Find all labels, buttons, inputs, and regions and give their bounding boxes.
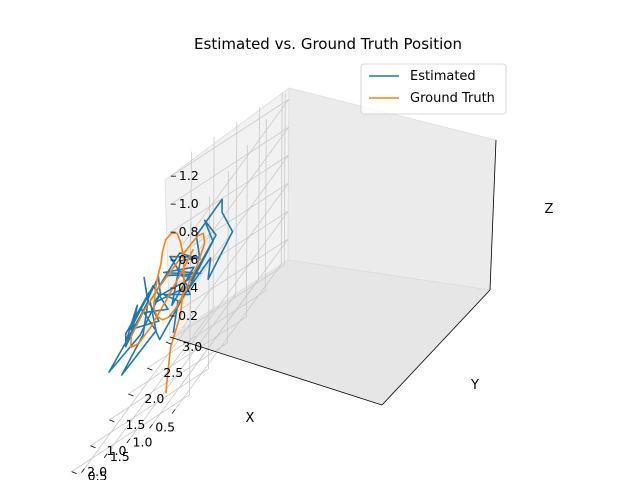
y-tick-label: 3.0 <box>182 339 202 354</box>
x-axis-title: X <box>246 411 255 426</box>
back-pane <box>287 87 497 291</box>
y-tick-label: 0.5 <box>88 469 108 480</box>
y-gridline <box>165 93 286 343</box>
z-gridline <box>170 98 290 245</box>
y-tick-label: 2.5 <box>163 365 183 380</box>
x-axis-line <box>169 336 383 406</box>
x-tick-label: 2.5 <box>64 479 84 480</box>
x-tick-mark <box>103 453 108 459</box>
legend: Estimated Ground Truth <box>360 63 507 115</box>
y-tick-mark <box>109 419 115 423</box>
y-tick-mark <box>71 471 77 475</box>
z-gridline <box>169 238 289 385</box>
legend-label-estimated: Estimated <box>410 69 476 84</box>
x-tick-label: 0.5 <box>155 419 175 434</box>
legend-label-ground-truth: Ground Truth <box>410 91 495 106</box>
x-gridline <box>129 122 238 440</box>
y-tick-label: 1.0 <box>107 443 127 458</box>
y-tick-label: 2.0 <box>144 391 164 406</box>
z-gridline <box>170 126 290 273</box>
x-tick-label: 2.0 <box>87 464 107 479</box>
x-tick-mark <box>126 438 131 444</box>
y-tick-mark <box>128 393 134 397</box>
z-gridline <box>170 154 289 301</box>
z-tick-label: 0.2 <box>178 308 198 323</box>
x-tick-mark <box>149 424 153 429</box>
y-gridline <box>90 196 210 447</box>
z-axis-line <box>489 139 497 291</box>
x-tick-mark <box>171 409 176 414</box>
z-tick-label: 0.4 <box>178 280 198 295</box>
y-tick-mark <box>166 341 172 345</box>
x-tick-label: 1.5 <box>110 449 130 464</box>
y-gridline <box>109 170 229 421</box>
y-tick-label: 1.5 <box>125 417 145 432</box>
y-axis-title: Y <box>470 378 479 393</box>
x-tick-mark <box>81 468 85 473</box>
x-tick-label: 1.0 <box>133 434 153 449</box>
x-gridline <box>174 92 283 410</box>
z-tick-label: 1.2 <box>179 168 199 183</box>
x-gridline <box>106 136 215 455</box>
y-tick-mark <box>90 445 96 449</box>
chart-title: Estimated vs. Ground Truth Position <box>194 35 462 53</box>
series-line-estimated <box>108 198 234 376</box>
series-layer <box>108 198 234 394</box>
y-axis-line <box>381 289 491 406</box>
x-gridline <box>84 151 192 469</box>
tick-layer: 0.51.01.52.02.50.51.01.52.02.53.00.20.40… <box>64 168 202 480</box>
y-tick-mark <box>147 367 153 371</box>
z-tick-label: 0.8 <box>179 224 199 239</box>
z-axis-title: Z <box>545 202 554 217</box>
series-line-ground-truth <box>129 232 206 394</box>
z-tick-label: 0.6 <box>178 252 198 267</box>
z-tick-label: 1.0 <box>179 196 199 211</box>
